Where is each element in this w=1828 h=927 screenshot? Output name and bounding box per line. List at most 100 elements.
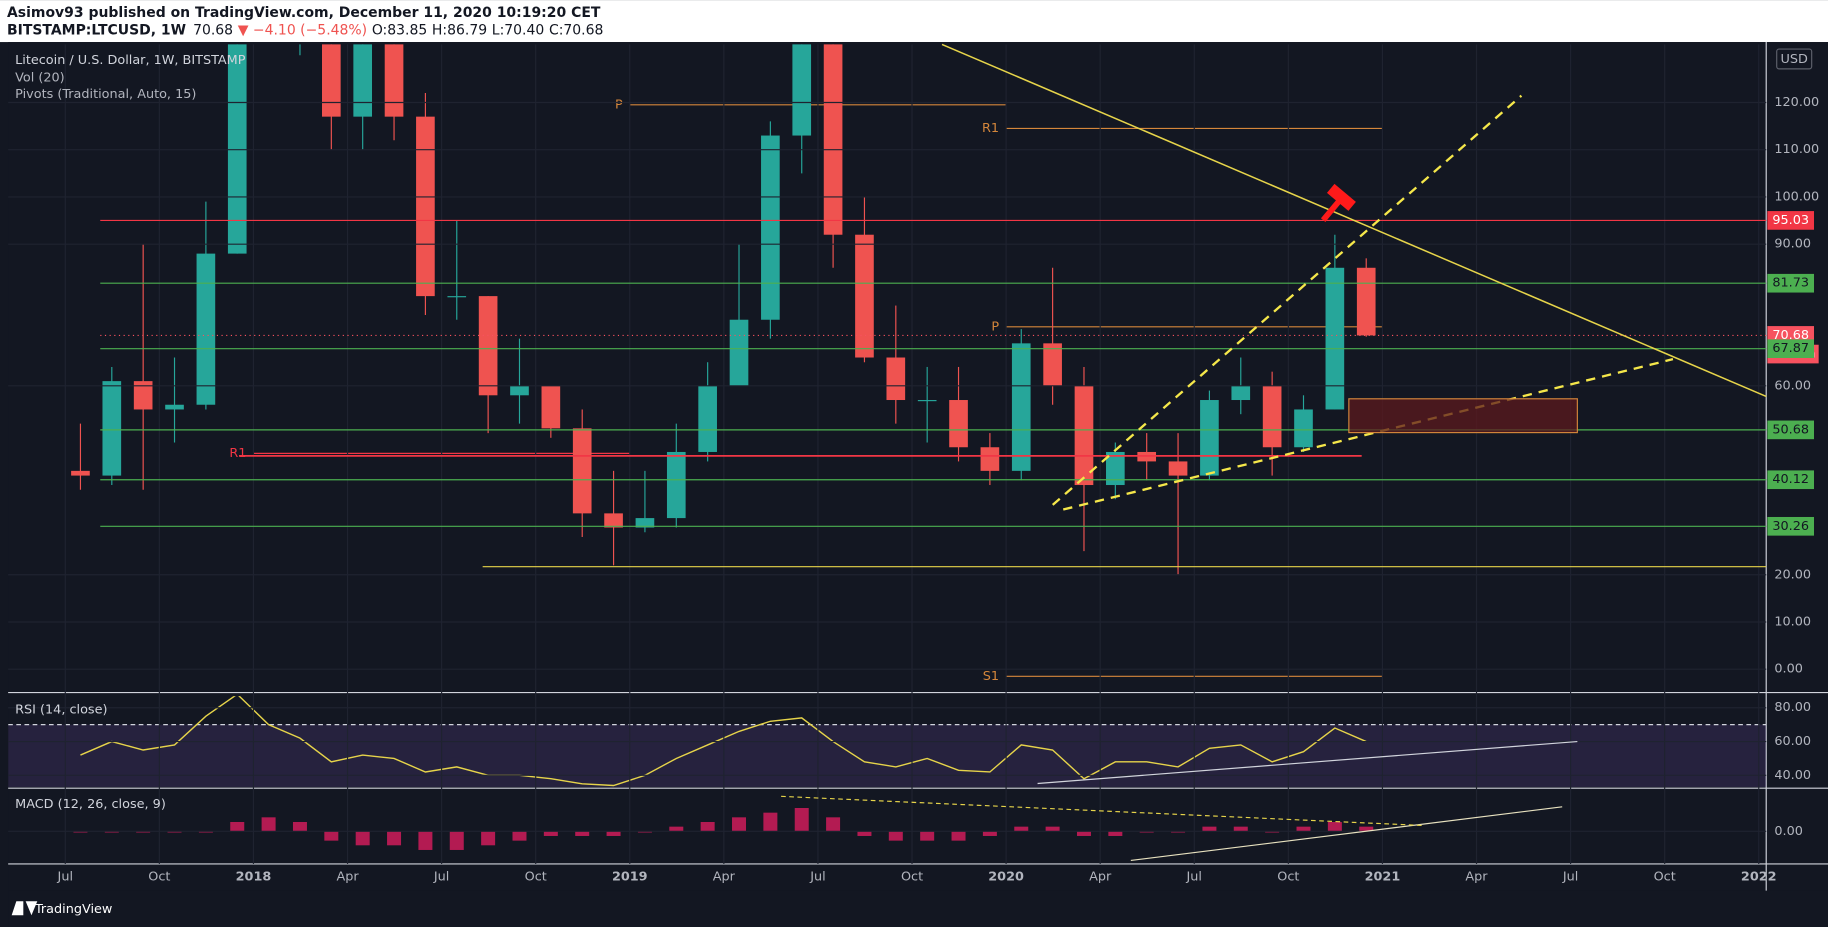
macd-bar bbox=[606, 831, 621, 836]
x-tick-label: Apr bbox=[336, 869, 359, 884]
candle-body bbox=[447, 296, 467, 298]
brand-logo bbox=[11, 901, 38, 916]
macd-trend bbox=[781, 795, 1423, 827]
price-pane: P R1 P S1 R1 bbox=[71, 44, 1383, 684]
candle-body bbox=[1294, 409, 1313, 448]
candle-body bbox=[792, 44, 812, 136]
candle-body bbox=[133, 381, 153, 410]
level-box bbox=[1767, 211, 1815, 230]
level-box bbox=[1767, 516, 1815, 536]
x-tick-label: Oct bbox=[525, 869, 547, 884]
macd-bar bbox=[669, 826, 684, 832]
y-tick-label: 100.00 bbox=[1774, 189, 1819, 204]
currency-button[interactable] bbox=[1776, 48, 1813, 70]
macd-title: MACD (12, 26, close, 9) bbox=[15, 797, 166, 812]
chart-title: Litecoin / U.S. Dollar, 1W, BITSTAMP bbox=[15, 53, 246, 68]
macd-bar bbox=[826, 817, 841, 832]
macd-bar bbox=[732, 817, 747, 832]
macd-bar bbox=[1045, 826, 1060, 832]
macd-bar bbox=[700, 821, 715, 832]
x-tick-label: Oct bbox=[148, 869, 170, 884]
candle-body bbox=[1011, 343, 1031, 471]
pivot-label: R1 bbox=[982, 121, 999, 136]
macd-bar bbox=[1108, 831, 1123, 836]
macd-bar bbox=[292, 821, 307, 832]
candle-body bbox=[384, 44, 404, 117]
macd-bar bbox=[1233, 826, 1248, 832]
candle-body bbox=[949, 400, 968, 448]
candle-body bbox=[1106, 451, 1125, 486]
y-tick-label: 0.00 bbox=[1774, 824, 1803, 839]
x-tick-label: Jul bbox=[1562, 869, 1578, 884]
hammer-icon bbox=[1320, 183, 1356, 222]
candle-body bbox=[855, 234, 874, 358]
macd-bar bbox=[355, 831, 370, 846]
candle-body bbox=[196, 253, 216, 405]
macd-bar bbox=[230, 821, 245, 832]
macd-bar bbox=[387, 831, 402, 846]
trend-line bbox=[941, 43, 1767, 398]
macd-bar bbox=[481, 831, 496, 846]
macd-bar bbox=[794, 807, 809, 832]
study-label: Vol (20) bbox=[15, 71, 65, 86]
layer: P R1 P S1 R1 Jul Oct 2018 Apr Jul Oct 2019 Apr Jul Oct… bbox=[8, 44, 1819, 884]
candle-body bbox=[478, 296, 498, 396]
candle-body bbox=[572, 428, 592, 514]
rsi-title: RSI (14, close) bbox=[15, 703, 107, 718]
currency[interactable]: USD bbox=[1780, 52, 1808, 67]
y-tick-label: 60.00 bbox=[1774, 378, 1811, 393]
candle-body bbox=[71, 470, 90, 476]
macd-bar bbox=[449, 831, 464, 850]
y-tick-label: 0.00 bbox=[1774, 662, 1803, 677]
y-tick-label: 110.00 bbox=[1774, 142, 1819, 157]
y-tick-label: 80.00 bbox=[1774, 700, 1811, 715]
macd-bar bbox=[1327, 821, 1342, 832]
pivot-label: S1 bbox=[983, 669, 999, 684]
channel-line bbox=[1051, 94, 1523, 506]
candle-body bbox=[698, 385, 717, 452]
pivot-label: R1 bbox=[229, 446, 246, 461]
pivot-label: P bbox=[991, 319, 999, 334]
level-label: 50.68 bbox=[1772, 422, 1809, 437]
x-tick-label: Oct bbox=[1654, 869, 1676, 884]
candle-body bbox=[886, 357, 906, 401]
level-label: 30.26 bbox=[1772, 519, 1809, 534]
macd-bar bbox=[1076, 831, 1091, 836]
candle-body bbox=[1356, 267, 1376, 336]
macd-bar bbox=[1014, 826, 1029, 832]
x-tick-label: Oct bbox=[1277, 869, 1299, 884]
candle-body bbox=[353, 44, 373, 117]
x-tick-label: Jul bbox=[1186, 869, 1202, 884]
level-label: 70.68 bbox=[1772, 328, 1809, 343]
study-label: Pivots (Traditional, Auto, 15) bbox=[15, 87, 196, 102]
level-box bbox=[1767, 273, 1815, 293]
change: ▼ −4.10 (−5.48%) bbox=[238, 22, 367, 38]
x-tick-label: Oct bbox=[901, 869, 923, 884]
candle-body bbox=[1074, 385, 1094, 486]
macd-bar bbox=[763, 812, 778, 832]
y-tick-label: 10.00 bbox=[1774, 614, 1811, 629]
footer-bar bbox=[8, 890, 1828, 927]
y-tick-label: 90.00 bbox=[1774, 237, 1811, 252]
candle-body bbox=[1200, 400, 1219, 476]
level-label: 40.12 bbox=[1772, 472, 1809, 487]
candle-body bbox=[541, 385, 561, 429]
macd-bar bbox=[261, 817, 276, 832]
macd-bar bbox=[418, 831, 433, 850]
macd-bar bbox=[512, 831, 527, 841]
macd-bar bbox=[982, 831, 997, 836]
candle-body bbox=[1043, 343, 1062, 386]
level-label: 67.87 bbox=[1772, 341, 1809, 356]
candle-body bbox=[510, 385, 529, 396]
channel-line bbox=[1062, 358, 1674, 511]
level-label: 81.73 bbox=[1772, 276, 1809, 291]
x-tick-label: 2022 bbox=[1741, 869, 1777, 884]
macd-bar bbox=[920, 831, 935, 841]
publisher: Asimov93 published on TradingView.com, D… bbox=[7, 5, 601, 21]
close: C:70.68 bbox=[549, 22, 603, 38]
y-tick-label: 20.00 bbox=[1774, 567, 1811, 582]
candle-body bbox=[917, 400, 937, 402]
symbol-line: BITSTAMP:LTCUSD, 1W 70.68 ▼ −4.10 (−5.48%)… bbox=[7, 22, 603, 38]
symbol: BITSTAMP:LTCUSD, 1W bbox=[7, 22, 186, 38]
